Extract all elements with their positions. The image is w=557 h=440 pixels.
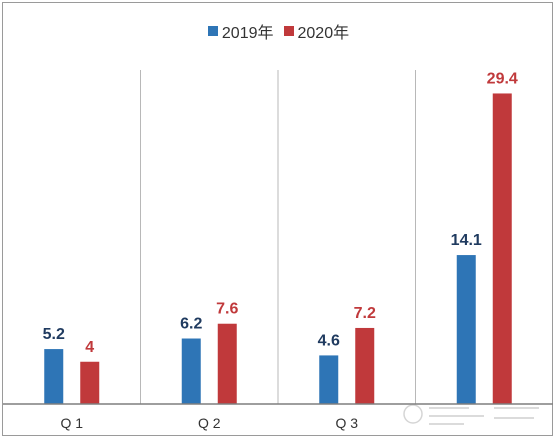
x-tick-label: Q 3 (335, 415, 358, 431)
bar-2019年-Q3 (319, 355, 339, 404)
bar-2019年-Q1 (44, 349, 64, 404)
bar-2020年-group4 (492, 93, 512, 405)
bar-2020年-Q2 (217, 323, 237, 404)
x-tick-label: Q 1 (60, 415, 83, 431)
bar-2019年-group4 (456, 255, 476, 404)
data-label: 14.1 (451, 232, 482, 249)
data-label: 4.6 (318, 332, 340, 349)
data-label: 29.4 (487, 70, 518, 87)
bar-2020年-Q1 (80, 361, 100, 404)
data-label: 4 (85, 339, 94, 356)
bar-2019年-Q2 (181, 338, 201, 404)
legend-label-2020: 2020年 (297, 25, 350, 42)
logo-watermark-icon (403, 404, 539, 425)
data-label: 6.2 (180, 316, 202, 333)
data-label: 7.6 (216, 301, 238, 318)
bar-2020年-Q3 (355, 327, 375, 404)
legend-swatch-2020 (283, 26, 294, 36)
data-label: 7.2 (354, 305, 376, 322)
data-label: 5.2 (43, 326, 65, 343)
x-tick-label: Q 2 (198, 415, 221, 431)
legend-label-2019: 2019年 (221, 25, 274, 42)
legend-item-2020: 2020年 (283, 19, 350, 43)
legend: 2019年 2020年 (0, 20, 557, 42)
legend-swatch-2019 (207, 26, 218, 36)
legend-item-2019: 2019年 (207, 19, 274, 43)
